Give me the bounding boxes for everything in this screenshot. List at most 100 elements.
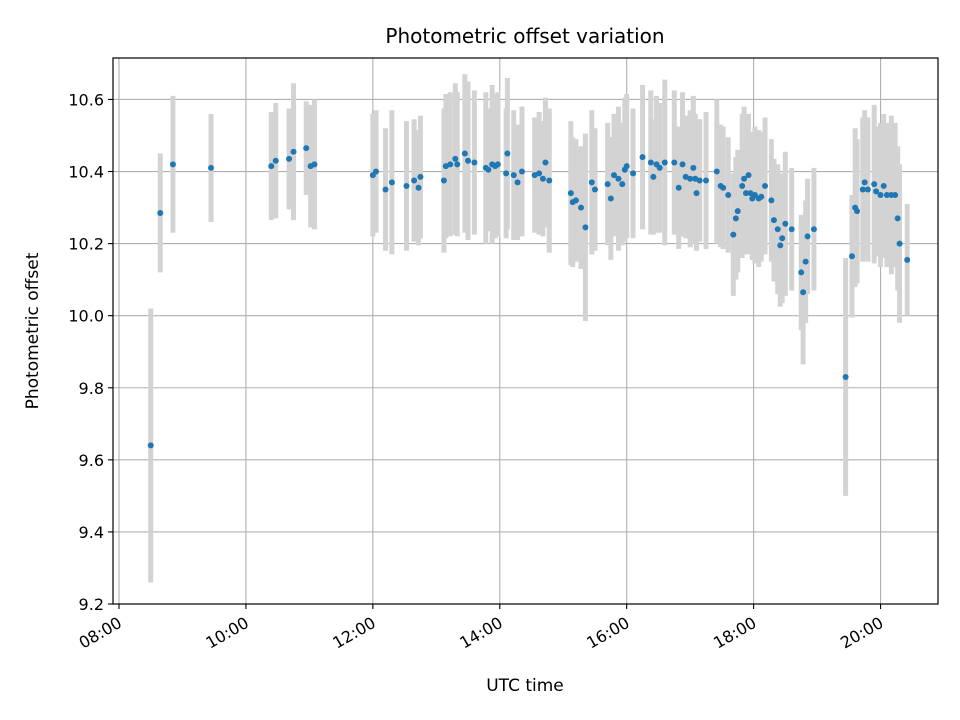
data-point — [762, 182, 769, 189]
data-point — [582, 224, 589, 231]
data-point — [896, 240, 903, 247]
data-point — [741, 175, 748, 182]
data-point — [454, 161, 461, 168]
data-point — [403, 182, 410, 189]
plot-frame — [112, 57, 939, 605]
data-point — [739, 182, 746, 189]
y-tick-label: 10.2 — [68, 235, 104, 254]
data-point — [272, 157, 279, 164]
data-point — [782, 220, 789, 227]
data-point — [892, 191, 899, 198]
data-point — [730, 231, 737, 238]
data-point — [452, 155, 459, 162]
data-point — [411, 177, 418, 184]
data-point — [810, 226, 817, 233]
data-point — [639, 154, 646, 161]
y-axis: 9.2 9.4 9.6 9.8 10.0 10.2 10.4 10.6 — [68, 90, 113, 614]
y-tick-label: 10.6 — [68, 90, 104, 109]
data-point — [656, 164, 663, 171]
data-point — [461, 150, 468, 157]
data-point — [567, 190, 574, 197]
data-point — [732, 215, 739, 222]
data-point — [514, 179, 521, 186]
data-point — [619, 181, 626, 188]
data-point — [880, 182, 887, 189]
data-point — [615, 175, 622, 182]
data-point — [588, 179, 595, 186]
data-point — [751, 191, 758, 198]
y-tick-label: 9.8 — [79, 379, 104, 398]
data-point — [572, 197, 579, 204]
data-point — [382, 186, 389, 193]
y-tick-label: 9.4 — [79, 523, 104, 542]
data-point — [720, 184, 727, 191]
data-point — [768, 197, 775, 204]
data-point — [788, 226, 795, 233]
data-point — [877, 191, 884, 198]
data-point — [770, 217, 777, 224]
data-point — [510, 172, 517, 179]
data-point — [623, 163, 630, 170]
data-point — [650, 173, 657, 180]
data-point — [864, 186, 871, 193]
data-point — [661, 159, 668, 166]
data-point — [854, 208, 861, 215]
data-point — [518, 168, 525, 175]
data-point — [465, 157, 472, 164]
y-tick-label: 10.0 — [68, 307, 104, 326]
data-point — [611, 172, 617, 179]
data-point — [504, 150, 511, 157]
data-point — [607, 195, 614, 202]
y-tick-label: 9.6 — [79, 451, 104, 470]
data-point — [147, 442, 154, 449]
data-point — [503, 170, 510, 177]
data-point — [630, 170, 637, 177]
data-point — [873, 188, 880, 195]
data-point — [713, 168, 720, 175]
data-point — [798, 269, 805, 276]
data-point — [758, 193, 765, 200]
data-point — [169, 161, 176, 168]
data-point — [471, 159, 478, 166]
data-point — [687, 175, 694, 182]
data-point — [693, 190, 700, 197]
data-point — [743, 190, 749, 197]
data-point — [690, 164, 697, 171]
data-point — [904, 256, 911, 263]
data-point — [800, 289, 807, 296]
data-point — [802, 258, 809, 265]
data-point — [485, 166, 492, 173]
data-point — [804, 233, 811, 240]
data-point — [777, 242, 784, 249]
data-point — [208, 164, 215, 171]
data-point — [578, 204, 584, 211]
data-point — [859, 186, 866, 193]
data-point — [774, 226, 781, 233]
data-point — [373, 168, 380, 175]
chart-title: Photometric offset variation — [385, 24, 664, 48]
data-point — [290, 148, 297, 155]
data-point — [311, 161, 318, 168]
data-point — [388, 179, 395, 186]
y-tick-label: 10.4 — [68, 163, 104, 182]
data-point — [861, 179, 868, 186]
data-points — [147, 145, 911, 449]
data-point — [157, 209, 164, 216]
data-point — [842, 373, 849, 380]
data-point — [440, 177, 447, 184]
data-point — [675, 184, 682, 191]
data-point — [671, 159, 678, 166]
data-point — [447, 161, 454, 168]
data-point — [848, 253, 855, 260]
data-point — [779, 235, 786, 242]
data-point — [415, 184, 422, 191]
data-point — [546, 177, 553, 184]
data-point — [871, 181, 878, 188]
data-point — [604, 181, 611, 188]
data-point — [268, 163, 275, 170]
y-tick-label: 9.2 — [79, 595, 104, 614]
data-point — [536, 170, 543, 177]
data-point — [494, 161, 501, 168]
data-point — [591, 186, 598, 193]
data-point — [539, 175, 546, 182]
